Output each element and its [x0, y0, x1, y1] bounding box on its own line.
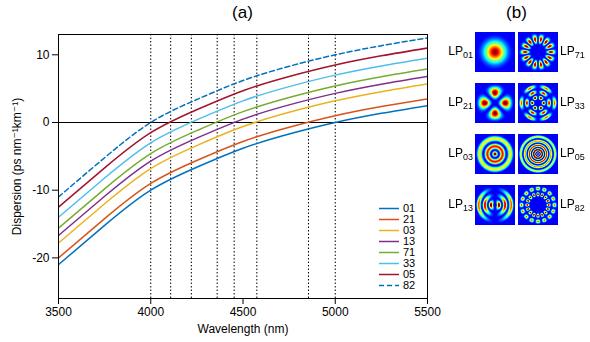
svg-text:03: 03	[403, 224, 416, 237]
svg-text:05: 05	[403, 268, 416, 281]
html-text:(a): (a)	[232, 3, 253, 22]
svg-text:5000: 5000	[322, 305, 349, 319]
svg-text:5500: 5500	[414, 305, 441, 319]
svg-text:13: 13	[403, 235, 416, 248]
svg-text:82: 82	[403, 279, 415, 291]
html-text:LP05: LP05	[560, 145, 585, 163]
html-text:LP82: LP82	[560, 196, 585, 214]
html-text:LP71: LP71	[560, 43, 585, 61]
svg-text:Dispersion (ps nm⁻¹km⁻¹): Dispersion (ps nm⁻¹km⁻¹)	[10, 98, 24, 235]
svg-text:71: 71	[403, 246, 416, 259]
html-text:LP01: LP01	[448, 43, 473, 61]
svg-text:-20: -20	[32, 251, 50, 265]
html-text:LP33: LP33	[560, 94, 585, 112]
svg-text:01: 01	[403, 202, 416, 215]
svg-text:10: 10	[36, 48, 50, 62]
svg-text:0: 0	[43, 115, 50, 129]
html-text:LP13: LP13	[448, 196, 473, 214]
html-text:LP21: LP21	[448, 94, 473, 112]
svg-text:-10: -10	[32, 183, 50, 197]
svg-text:3500: 3500	[45, 305, 72, 319]
svg-text:Wavelength (nm): Wavelength (nm)	[198, 322, 289, 336]
svg-text:4500: 4500	[230, 305, 257, 319]
svg-text:21: 21	[403, 213, 416, 226]
svg-text:4000: 4000	[137, 305, 164, 319]
html-text:(b): (b)	[506, 3, 527, 22]
svg-text:33: 33	[403, 257, 416, 270]
html-text:LP03: LP03	[448, 145, 473, 163]
